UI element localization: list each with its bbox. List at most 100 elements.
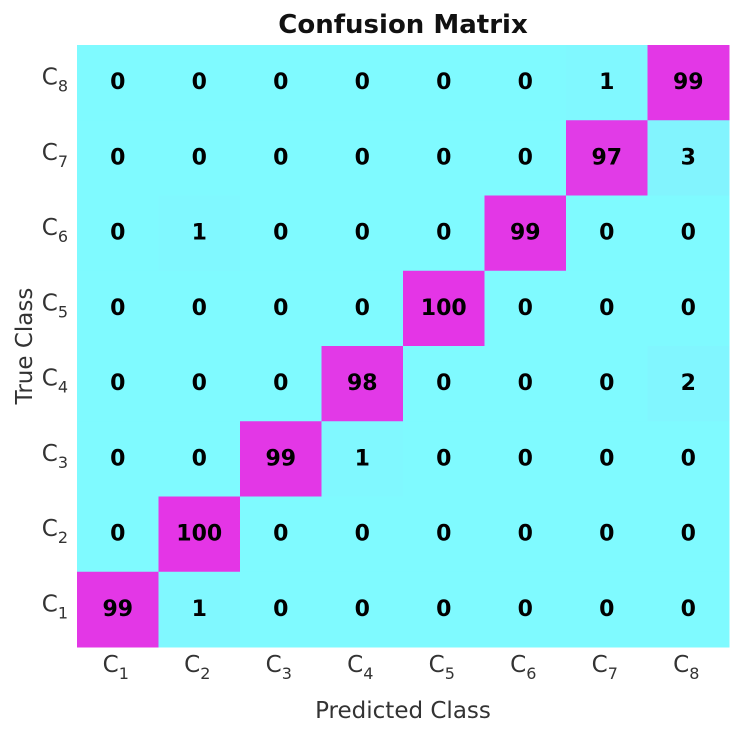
heatmap-cell	[403, 270, 485, 347]
cell-value-label: 98	[347, 371, 378, 396]
heatmap-cell	[484, 45, 567, 121]
heatmap-cell	[77, 195, 159, 272]
heatmap-cell	[240, 45, 322, 121]
heatmap-cell	[566, 421, 648, 497]
cell-value-label: 0	[681, 296, 696, 321]
heatmap-cell	[647, 346, 730, 422]
heatmap-cell	[158, 421, 241, 497]
y-tick-label: C1	[42, 591, 68, 622]
cell-value-label: 0	[436, 522, 451, 547]
cell-value-label: 0	[273, 371, 288, 396]
cell-value-label: 99	[673, 70, 704, 95]
cell-value-label: 0	[110, 446, 125, 471]
x-axis-ticks: C1 C2 C3 C4 C5 C6 C7 C8	[103, 652, 700, 683]
heatmap-cell	[77, 45, 159, 121]
heatmap-cell	[403, 346, 485, 422]
y-axis-ticks: C8 C7 C6 C5 C4 C3 C2 C1	[42, 65, 68, 623]
heatmap-cell	[566, 346, 648, 422]
cell-value-label: 0	[681, 522, 696, 547]
heatmap-cell	[647, 421, 730, 497]
heatmap-cell	[647, 120, 730, 196]
cell-value-label: 0	[192, 70, 207, 95]
cell-value-label: 1	[192, 221, 207, 246]
heatmap-cell	[484, 120, 567, 196]
heatmap-cell	[403, 45, 485, 121]
heatmap-cell	[77, 270, 159, 347]
cell-value-label: 0	[192, 145, 207, 170]
heatmap-cell	[77, 346, 159, 422]
heatmap-cell	[240, 120, 322, 196]
cell-value-label: 0	[110, 145, 125, 170]
chart-title: Confusion Matrix	[278, 10, 528, 40]
heatmap-cell	[321, 346, 404, 422]
y-tick-label: C4	[42, 366, 68, 397]
cell-value-label: 0	[518, 296, 533, 321]
cell-value-label: 1	[355, 446, 370, 471]
heatmap-cell	[566, 45, 648, 121]
heatmap-cell	[240, 421, 322, 497]
heatmap-cell	[566, 120, 648, 196]
cell-value-label: 0	[436, 597, 451, 622]
cell-value-label: 0	[110, 70, 125, 95]
heatmap-cell	[77, 421, 159, 497]
y-tick-label: C3	[42, 441, 68, 472]
cell-value-label: 0	[681, 446, 696, 471]
cell-value-labels: 0 0 0 0 0 0 1 990 0 0 0 0 0 97 30 1 0 0 0 99 0 00 0 0 0 100 0 0 00 0 0…	[102, 70, 703, 622]
cell-value-label: 97	[591, 145, 622, 170]
cell-value-label: 0	[110, 371, 125, 396]
heatmap-cell	[158, 346, 241, 422]
cell-value-label: 0	[436, 70, 451, 95]
heatmap-cell	[403, 421, 485, 497]
cell-value-label: 0	[192, 296, 207, 321]
heatmap-cell	[240, 195, 322, 272]
heatmap-cell	[403, 195, 485, 272]
heatmap-cell	[647, 270, 730, 347]
heatmap-cell	[647, 496, 730, 573]
cell-value-label: 0	[436, 145, 451, 170]
cell-value-label: 0	[518, 145, 533, 170]
heatmap-cell	[484, 571, 567, 648]
cell-value-label: 100	[421, 296, 467, 321]
heatmap-cells	[77, 45, 730, 648]
heatmap-cell	[240, 571, 322, 648]
heatmap-cell	[647, 45, 730, 121]
heatmap-cell	[321, 496, 404, 573]
heatmap-cell	[158, 270, 241, 347]
heatmap-cell	[240, 346, 322, 422]
y-tick-label: C7	[42, 140, 68, 171]
heatmap-cell	[566, 496, 648, 573]
heatmap-cell	[484, 346, 567, 422]
cell-value-label: 0	[681, 597, 696, 622]
cell-value-label: 0	[518, 597, 533, 622]
heatmap-cell	[240, 270, 322, 347]
cell-value-label: 0	[355, 221, 370, 246]
y-tick-label: C8	[42, 65, 68, 96]
heatmap-cell	[158, 571, 241, 648]
cell-value-label: 99	[510, 221, 541, 246]
heatmap-cell	[321, 120, 404, 196]
cell-value-label: 99	[102, 597, 133, 622]
cell-value-label: 0	[110, 522, 125, 547]
cell-value-label: 0	[355, 597, 370, 622]
cell-value-label: 0	[355, 522, 370, 547]
cell-value-label: 0	[355, 145, 370, 170]
x-tick-label: C7	[592, 652, 618, 683]
heatmap-cell	[158, 496, 241, 573]
x-tick-label: C3	[266, 652, 292, 683]
heatmap-cell	[321, 45, 404, 121]
cell-value-label: 0	[192, 371, 207, 396]
heatmap-cell	[647, 571, 730, 648]
cell-value-label: 99	[265, 446, 296, 471]
x-tick-label: C6	[510, 652, 536, 683]
cell-value-label: 2	[681, 371, 696, 396]
cell-value-label: 0	[192, 446, 207, 471]
cell-value-label: 0	[273, 221, 288, 246]
heatmap-cell	[566, 571, 648, 648]
heatmap-cell	[158, 120, 241, 196]
heatmap-cell	[77, 571, 159, 648]
cell-value-label: 0	[518, 446, 533, 471]
cell-value-label: 1	[192, 597, 207, 622]
cell-value-label: 0	[518, 522, 533, 547]
cell-value-label: 100	[176, 522, 222, 547]
cell-value-label: 0	[273, 296, 288, 321]
